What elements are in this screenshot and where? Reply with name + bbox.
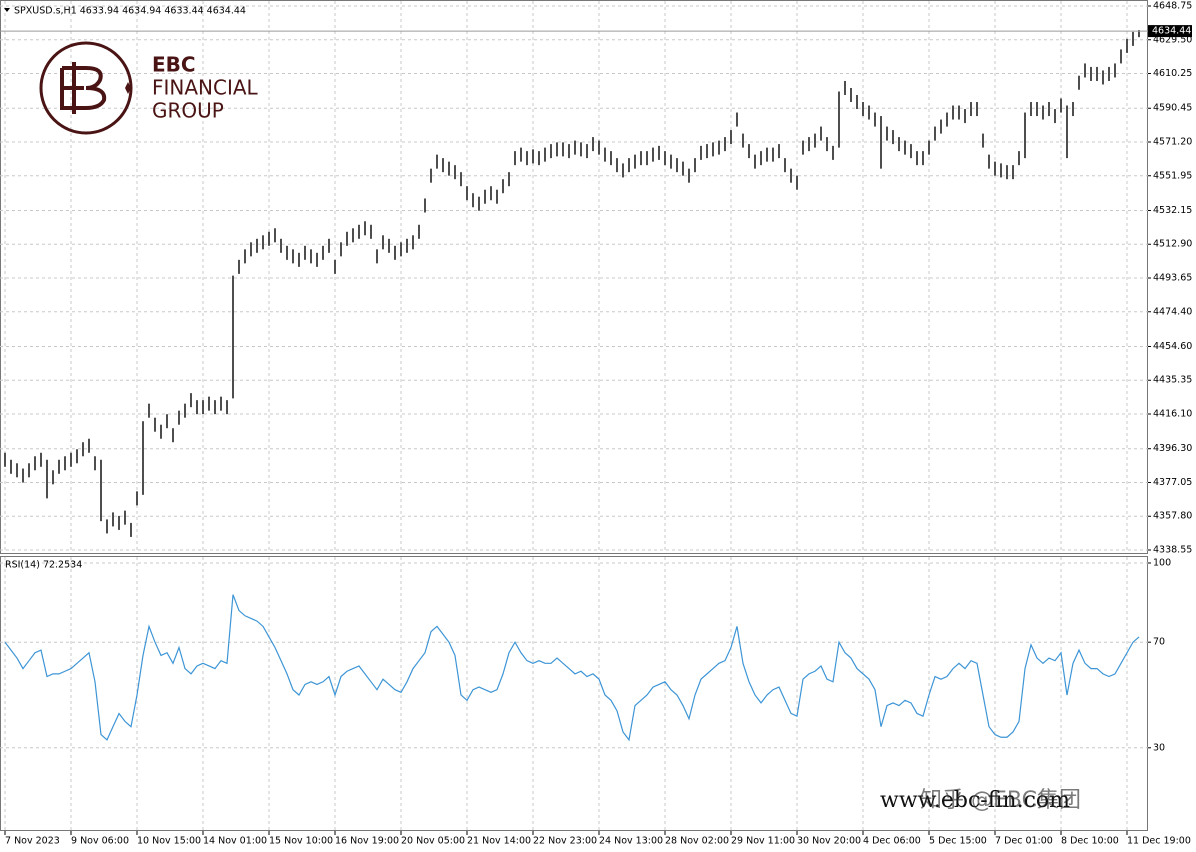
x-tick-label: 28 Nov 02:00 — [665, 836, 729, 847]
x-tick-label: 9 Nov 06:00 — [71, 836, 129, 847]
price-pane — [0, 0, 1148, 554]
y-tick-label: 4532.15 — [1153, 205, 1192, 216]
x-tick-label: 15 Nov 10:00 — [269, 836, 333, 847]
y-tick-label: 4648.75 — [1153, 1, 1192, 12]
x-tick-label: 8 Dec 10:00 — [1061, 836, 1119, 847]
y-tick-label: 4610.25 — [1153, 68, 1192, 79]
y-tick-label: 4551.95 — [1153, 170, 1192, 181]
x-tick-label: 7 Nov 2023 — [5, 836, 60, 847]
x-tick-label: 16 Nov 19:00 — [335, 836, 399, 847]
y-tick-label: 100 — [1153, 558, 1171, 569]
rsi-line — [4, 594, 1140, 742]
y-tick-label: 4416.10 — [1153, 409, 1192, 420]
y-tick-label: 4474.40 — [1153, 306, 1192, 317]
header-arrow — [4, 8, 10, 12]
rsi-pane — [0, 556, 1148, 831]
y-tick-label: 4629.50 — [1153, 34, 1192, 45]
logo: EBC FINANCIAL GROUP — [39, 41, 259, 135]
last-price-label: 4634.44 — [1152, 26, 1191, 37]
x-tick-label: 7 Dec 01:00 — [995, 836, 1053, 847]
y-tick-label: 4571.20 — [1153, 137, 1192, 148]
y-tick-label: 70 — [1153, 637, 1165, 648]
y-tick-label: 4377.05 — [1153, 477, 1192, 488]
y-tick-label: 4338.55 — [1153, 545, 1192, 556]
logo-text: GROUP — [152, 99, 224, 123]
logo-text: EBC — [152, 53, 196, 77]
y-tick-label: 4396.30 — [1153, 443, 1192, 454]
y-tick-label: 4493.65 — [1153, 273, 1192, 284]
x-tick-label: 29 Nov 11:00 — [731, 836, 795, 847]
x-tick-label: 30 Nov 20:00 — [797, 836, 861, 847]
watermark: www.ebc-fin.com — [880, 788, 1070, 813]
x-tick-label: 14 Nov 01:00 — [203, 836, 267, 847]
y-tick-label: 4357.80 — [1153, 511, 1192, 522]
y-tick-label: 30 — [1153, 742, 1165, 753]
x-tick-label: 22 Nov 23:00 — [533, 836, 597, 847]
chart-header: SPXUSD.s,H1 4633.94 4634.94 4633.44 4634… — [14, 6, 246, 17]
x-tick-label: 11 Dec 19:00 — [1127, 836, 1191, 847]
x-tick-label: 5 Dec 15:00 — [929, 836, 987, 847]
x-tick-label: 20 Nov 05:00 — [401, 836, 465, 847]
x-tick-label: 24 Nov 13:00 — [599, 836, 663, 847]
x-tick-label: 21 Nov 14:00 — [467, 836, 531, 847]
y-tick-label: 4590.45 — [1153, 103, 1192, 114]
logo-mark — [60, 62, 107, 114]
y-tick-label: 4435.35 — [1153, 375, 1192, 386]
x-tick-label: 4 Dec 06:00 — [863, 836, 921, 847]
x-tick-label: 10 Nov 15:00 — [137, 836, 201, 847]
y-tick-label: 4512.90 — [1153, 239, 1192, 250]
logo-star — [125, 82, 131, 94]
watermark: 知乎 @EBC集团 — [920, 788, 1081, 813]
marks — [0, 30, 1148, 742]
last-price-box — [1148, 25, 1192, 38]
indicator-label: RSI(14) 72.2534 — [5, 560, 82, 571]
logo-text: FINANCIAL — [152, 76, 259, 100]
grid — [0, 1, 1148, 830]
y-tick-label: 4454.60 — [1153, 341, 1192, 352]
